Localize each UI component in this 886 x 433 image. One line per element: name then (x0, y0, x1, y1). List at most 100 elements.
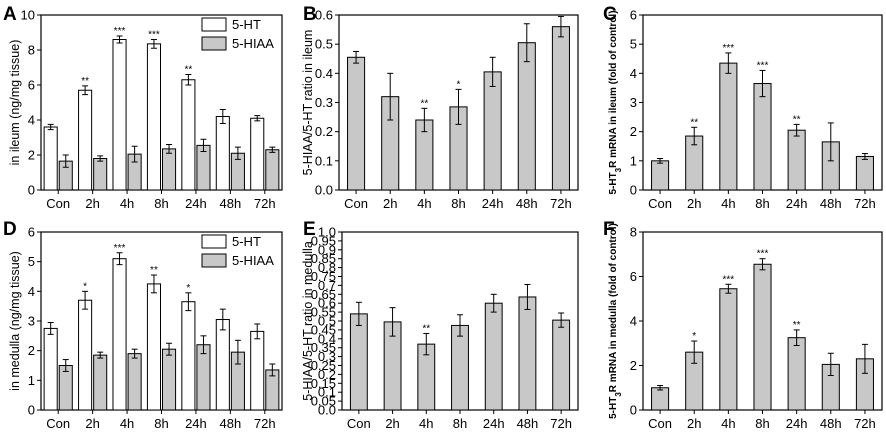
bar (112, 258, 127, 411)
significance-label: *** (114, 243, 126, 254)
significance-label: *** (757, 249, 769, 260)
bar (517, 42, 536, 191)
x-tick-label: Con (347, 416, 371, 431)
y-tick-label: 0.15 (311, 376, 336, 391)
significance-label: ** (422, 323, 430, 334)
panel-letter: B (303, 4, 317, 25)
bar (78, 89, 93, 191)
y-axis-label-suffix: R mRNA in ileum (fold of control) (608, 10, 619, 167)
legend-label: 5-HT (232, 234, 261, 249)
x-tick-label: 2h (385, 416, 399, 431)
y-tick-label: 1 (28, 373, 35, 388)
panel-letter: F (603, 219, 615, 240)
x-tick-label: 4h (120, 196, 134, 211)
x-tick-label: Con (648, 416, 672, 431)
bar (451, 324, 469, 411)
y-tick-label: 5 (28, 254, 35, 269)
bar (855, 155, 874, 191)
legend-swatch (201, 253, 227, 268)
bar (483, 71, 502, 191)
x-tick-label: 8h (154, 416, 168, 431)
bar (719, 288, 738, 411)
x-tick-label: 8h (451, 196, 465, 211)
y-tick-label: 0.85 (311, 251, 336, 266)
bar (196, 144, 211, 191)
x-tick-label: 2h (383, 196, 397, 211)
x-tick-label: 4h (721, 416, 735, 431)
y-tick-label: 6 (28, 225, 35, 240)
significance-label: ** (420, 98, 428, 109)
bar (112, 39, 127, 191)
y-tick-label: 2 (28, 343, 35, 358)
x-tick-label: Con (46, 416, 70, 431)
bar (127, 353, 142, 411)
x-tick-label: 48h (220, 196, 242, 211)
x-tick-label: 4h (120, 416, 134, 431)
bar (347, 56, 366, 191)
bar (215, 319, 230, 411)
y-tick-label: 4 (630, 66, 637, 81)
bar (265, 149, 280, 191)
y-tick-label: 0.65 (311, 287, 336, 302)
significance-label: ** (184, 65, 192, 76)
x-tick-label: 24h (185, 196, 207, 211)
x-tick-label: 48h (517, 416, 539, 431)
significance-label: *** (148, 30, 160, 41)
bar (181, 301, 196, 411)
bar (719, 62, 738, 191)
y-tick-label: 8 (630, 225, 637, 240)
y-axis-label: 5-HIAA/5-HT ratio in medulla (301, 241, 315, 401)
x-tick-label: Con (648, 196, 672, 211)
y-tick-label: 1 (630, 153, 637, 168)
y-axis-label-prefix: 5-HT (608, 397, 619, 419)
y-tick-label: 0.6 (318, 296, 336, 311)
y-tick-label: 0.1 (318, 385, 336, 400)
x-tick-label: 8h (755, 416, 769, 431)
y-tick-label: 4 (28, 113, 35, 128)
bar (162, 348, 177, 411)
panel-letter: E (303, 219, 316, 240)
y-tick-label: 0.2 (318, 367, 336, 382)
panel-letter: C (603, 4, 617, 25)
y-axis-label: 5-HT3R mRNA in ileum (fold of control) (608, 10, 623, 194)
bar (146, 283, 162, 411)
bar (651, 387, 670, 411)
y-tick-label: 0.5 (318, 314, 336, 329)
significance-label: *** (757, 60, 769, 71)
bar (78, 299, 93, 411)
y-tick-label: 0.8 (318, 260, 336, 275)
x-tick-label: 8h (453, 416, 467, 431)
legend-label: 5-HIAA (232, 253, 274, 268)
bar (349, 313, 368, 411)
y-tick-label: 0.4 (318, 331, 336, 346)
bar (484, 302, 503, 411)
x-tick-label: 48h (820, 196, 842, 211)
significance-label: ** (793, 114, 801, 125)
x-tick-label: Con (344, 196, 368, 211)
y-axis-label: in medulla (ng/mg tissue) (8, 251, 22, 391)
bar (43, 126, 58, 191)
x-tick-label: 48h (220, 416, 242, 431)
significance-label: ** (150, 265, 158, 276)
significance-label: *** (723, 274, 735, 285)
y-tick-label: 6 (630, 8, 637, 23)
x-tick-label: 8h (154, 196, 168, 211)
bar (196, 344, 211, 411)
y-tick-label: 10 (21, 8, 35, 23)
y-tick-label: 0 (630, 403, 637, 418)
x-tick-label: 72h (854, 196, 876, 211)
y-tick-label: 0.5 (315, 37, 333, 52)
x-tick-label: 4h (417, 196, 431, 211)
bar (181, 79, 196, 191)
x-tick-label: 2h (687, 416, 701, 431)
panel-letter: D (3, 219, 17, 240)
y-tick-label: 4 (630, 314, 637, 329)
legend-swatch (201, 17, 227, 32)
y-tick-label: 0.7 (318, 278, 336, 293)
legend-swatch (201, 36, 227, 51)
significance-label: *** (114, 26, 126, 37)
